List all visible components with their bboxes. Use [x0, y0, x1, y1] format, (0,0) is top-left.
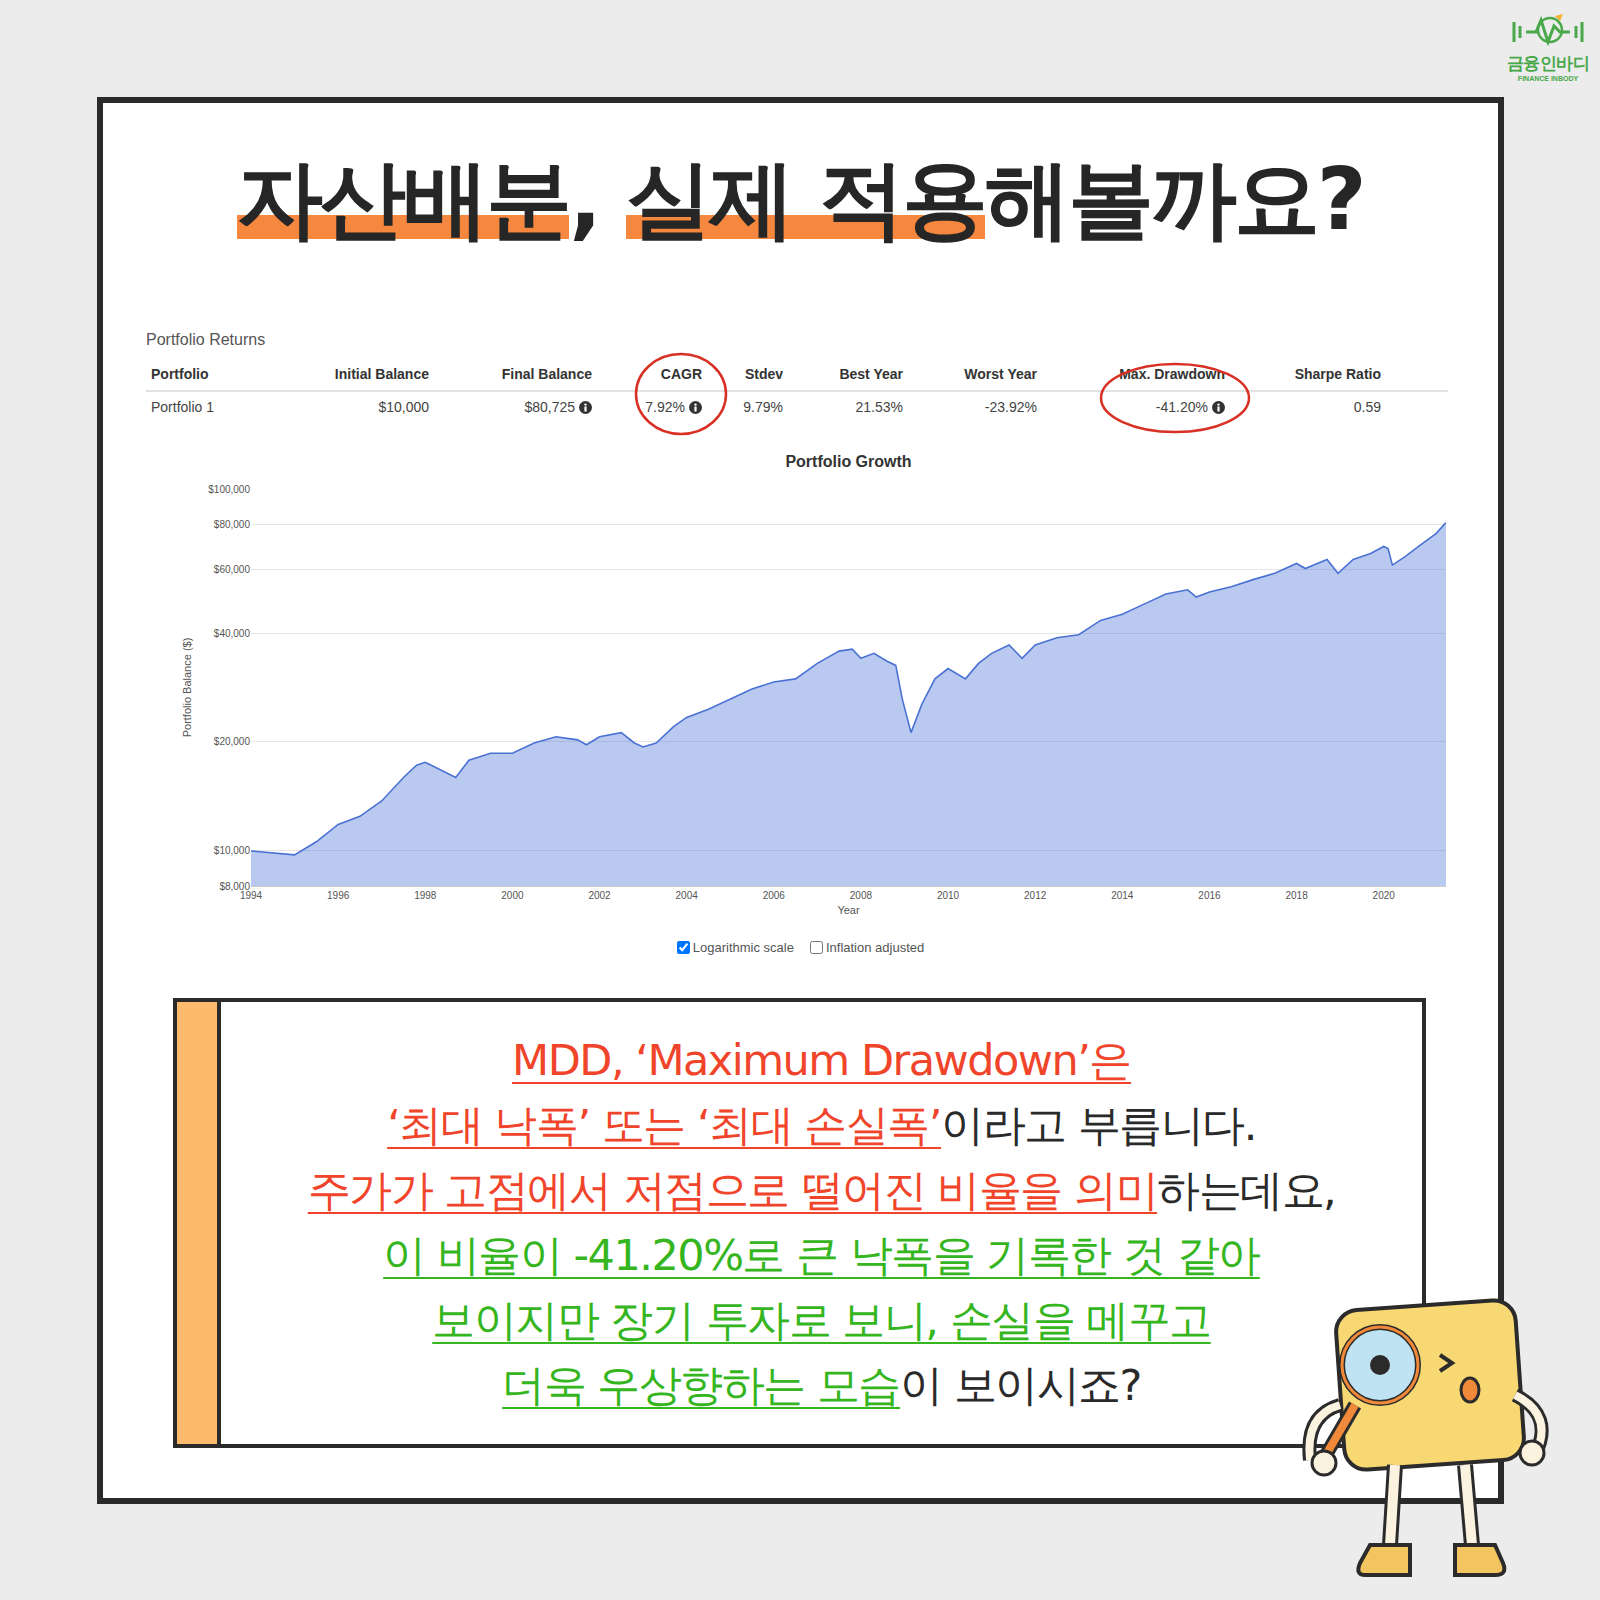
html-text:Logarithmic scale: Logarithmic scale: [692, 940, 794, 955]
html-text:금융인바디: 금융인바디: [1506, 53, 1590, 73]
html-text:더욱 우상향하는 모습이 보이시죠?: 더욱 우상향하는 모습이 보이시죠?: [502, 1360, 1141, 1410]
svg-text:2008: 2008: [850, 890, 873, 901]
svg-text:2010: 2010: [937, 890, 960, 901]
svg-text:$20,000: $20,000: [214, 736, 251, 747]
svg-text:2012: 2012: [1024, 890, 1047, 901]
svg-text:Portfolio Growth: Portfolio Growth: [785, 453, 911, 470]
html-text:-23.92%: -23.92%: [984, 399, 1037, 415]
svg-text:1996: 1996: [327, 890, 350, 901]
html-text:Worst Year: Worst Year: [964, 366, 1037, 382]
html-text:자산배분,실제 적용해볼까요?: 자산배분,실제 적용해볼까요?: [237, 149, 1364, 249]
svg-text:2014: 2014: [1111, 890, 1134, 901]
html-text:Portfolio: Portfolio: [151, 366, 209, 382]
html-text:$10,000: $10,000: [378, 399, 429, 415]
html-text:-41.20%: -41.20%: [1155, 399, 1208, 415]
svg-text:$80,000: $80,000: [214, 519, 251, 530]
html-text:21.53%: 21.53%: [855, 399, 903, 415]
svg-text:$60,000: $60,000: [214, 564, 251, 575]
html-text:Final Balance: Final Balance: [501, 366, 592, 382]
svg-text:2020: 2020: [1373, 890, 1396, 901]
svg-text:1994: 1994: [240, 890, 263, 901]
svg-text:$100,000: $100,000: [208, 484, 250, 495]
html-text:CAGR: CAGR: [660, 366, 702, 382]
html-text:‘최대 낙폭’ 또는 ‘최대 손실폭’이라고 부릅니다.: ‘최대 낙폭’ 또는 ‘최대 손실폭’이라고 부릅니다.: [387, 1100, 1256, 1150]
svg-text:1998: 1998: [414, 890, 437, 901]
svg-text:$10,000: $10,000: [214, 845, 251, 856]
svg-text:$8,000: $8,000: [219, 881, 250, 892]
svg-text:2016: 2016: [1198, 890, 1221, 901]
svg-text:2002: 2002: [588, 890, 611, 901]
svg-text:Year: Year: [837, 904, 860, 916]
html-text:주가가 고점에서 저점으로 떨어진 비율을 의미하는데요,: 주가가 고점에서 저점으로 떨어진 비율을 의미하는데요,: [307, 1165, 1336, 1215]
html-text:Inflation adjusted: Inflation adjusted: [825, 940, 925, 955]
html-text:Portfolio Returns: Portfolio Returns: [146, 331, 266, 348]
html-text:보이지만 장기 투자로 보니, 손실을 메꾸고: 보이지만 장기 투자로 보니, 손실을 메꾸고: [432, 1295, 1211, 1345]
svg-text:Portfolio Balance ($): Portfolio Balance ($): [181, 638, 193, 738]
html-text:$80,725: $80,725: [524, 399, 575, 415]
html-text:Initial Balance: Initial Balance: [334, 366, 429, 382]
html-text:7.92%: 7.92%: [645, 399, 685, 415]
html-text:0.59: 0.59: [1353, 399, 1381, 415]
html-text:Best Year: Best Year: [839, 366, 903, 382]
html-text:9.79%: 9.79%: [743, 399, 783, 415]
html-text:이 비율이 -41.20%로 큰 낙폭을 기록한 것 같아: 이 비율이 -41.20%로 큰 낙폭을 기록한 것 같아: [383, 1230, 1260, 1280]
html-text:FINANCE INBODY: FINANCE INBODY: [1517, 75, 1579, 82]
svg-text:2004: 2004: [676, 890, 699, 901]
html-text:MDD, ‘Maximum Drawdown’은: MDD, ‘Maximum Drawdown’은: [512, 1035, 1131, 1085]
html-text:Sharpe Ratio: Sharpe Ratio: [1294, 366, 1381, 382]
html-text:Portfolio 1: Portfolio 1: [151, 399, 214, 415]
svg-text:2006: 2006: [763, 890, 786, 901]
svg-text:$40,000: $40,000: [214, 628, 251, 639]
svg-text:2018: 2018: [1285, 890, 1308, 901]
html-text:Max. Drawdown: Max. Drawdown: [1119, 366, 1225, 382]
svg-text:2000: 2000: [501, 890, 524, 901]
html-text:Stdev: Stdev: [744, 366, 783, 382]
